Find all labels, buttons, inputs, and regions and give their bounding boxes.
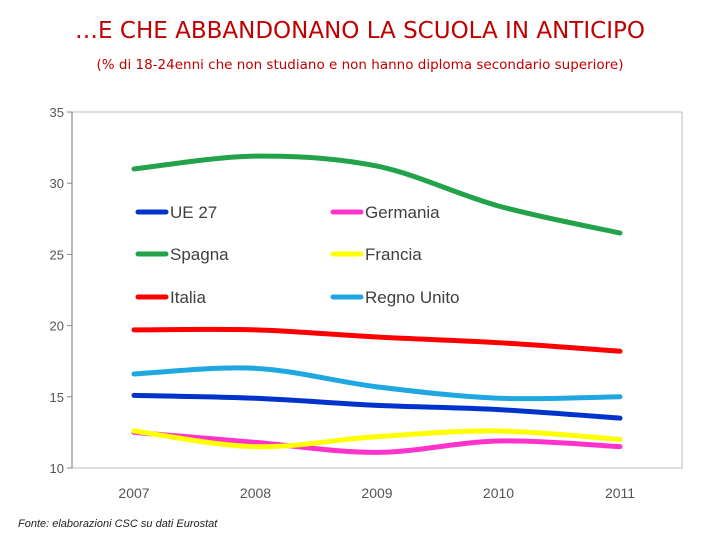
- x-tick-label: 2008: [240, 485, 271, 501]
- y-tick-label: 25: [50, 247, 64, 262]
- page-title: …E CHE ABBANDONANO LA SCUOLA IN ANTICIPO: [75, 18, 645, 44]
- y-tick-label: 10: [50, 461, 64, 476]
- x-tick-label: 2011: [605, 485, 635, 501]
- series-line-italia: [131, 326, 623, 354]
- legend-label: Francia: [365, 245, 422, 264]
- series-line-ue-27: [131, 392, 623, 421]
- y-tick-label: 20: [50, 319, 64, 334]
- x-tick-label: 2007: [118, 485, 149, 501]
- legend-label: Germania: [365, 203, 440, 222]
- legend-label: UE 27: [170, 203, 217, 222]
- x-tick-label: 2009: [361, 485, 392, 501]
- series-line-spagna: [131, 153, 623, 236]
- legend-label: Regno Unito: [365, 288, 460, 307]
- source-note: Fonte: elaborazioni CSC su dati Eurostat: [18, 518, 218, 530]
- y-tick-label: 30: [50, 176, 64, 191]
- legend-label: Italia: [170, 288, 206, 307]
- y-tick-label: 35: [50, 105, 64, 120]
- series-line-germania: [131, 429, 623, 455]
- legend-label: Spagna: [170, 245, 229, 264]
- series-line-francia: [131, 428, 623, 450]
- page-subtitle: (% di 18-24enni che non studiano e non h…: [96, 57, 624, 73]
- y-tick-label: 15: [50, 390, 64, 405]
- x-tick-label: 2010: [483, 485, 514, 501]
- series-line-regno-unito: [131, 365, 623, 402]
